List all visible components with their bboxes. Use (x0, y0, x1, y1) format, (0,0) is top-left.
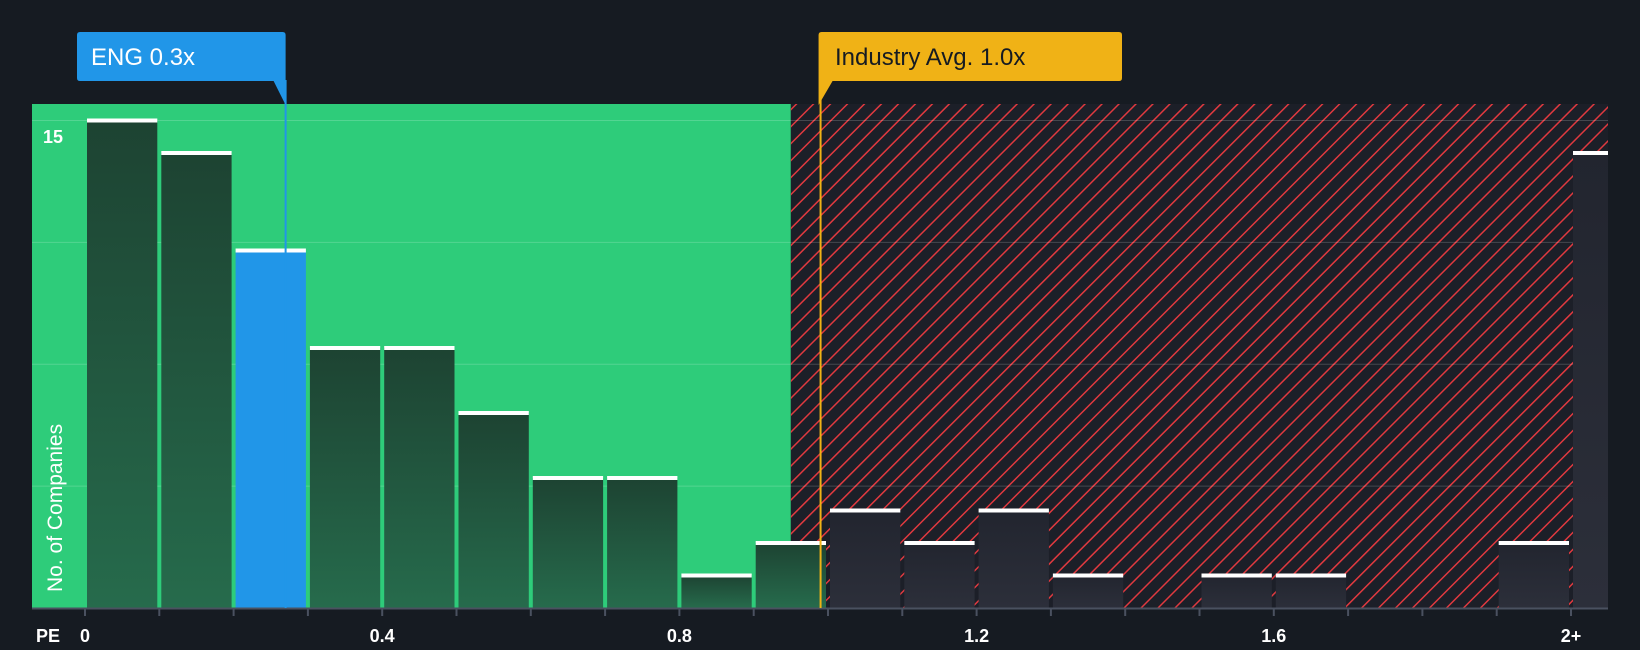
histogram-bar-top (1052, 573, 1124, 578)
histogram-bar-top (161, 151, 232, 155)
histogram-bar-top (904, 541, 975, 545)
company-callout-label: ENG 0.3x (91, 44, 195, 71)
y-axis-label: No. of Companies (44, 424, 67, 592)
histogram-bar (458, 413, 529, 608)
industry-callout-box (818, 32, 1122, 105)
x-tick-label: 0 (80, 626, 90, 646)
x-axis-label: PE (36, 626, 60, 646)
histogram-bar (904, 543, 975, 608)
company-callout-box (77, 32, 286, 105)
histogram-bar-top (87, 118, 158, 123)
industry-callout-label: Industry Avg. 1.0x (835, 44, 1025, 71)
histogram-bar-top (978, 508, 1049, 513)
histogram-bar-top (235, 248, 306, 253)
histogram-bar (1498, 543, 1569, 608)
histogram-bar (235, 250, 306, 608)
histogram-bar (978, 510, 1049, 608)
company-callout: ENG 0.3x (77, 32, 286, 105)
histogram-bar-top (681, 573, 752, 578)
histogram-bar (1201, 575, 1272, 608)
x-tick-label: 1.6 (1261, 626, 1286, 646)
x-tick-label: 0.4 (370, 626, 395, 646)
x-tick-label: 1.2 (964, 626, 989, 646)
histogram-bar (681, 575, 752, 608)
histogram-bar (161, 153, 232, 608)
x-tick-label: 0.8 (667, 626, 692, 646)
histogram-bar (1573, 153, 1608, 608)
histogram-bar (309, 348, 381, 608)
y-tick-label: 15 (43, 127, 63, 147)
histogram-bar (755, 543, 826, 608)
histogram-bar-top (830, 508, 901, 513)
histogram-bar (607, 478, 678, 608)
histogram-bar (1275, 575, 1347, 608)
histogram-bar-top (384, 346, 455, 350)
histogram-bar-top (458, 411, 529, 415)
bar-tops (87, 118, 1608, 578)
x-tick-label: 2+ (1561, 626, 1582, 646)
histogram-bar (830, 510, 901, 608)
histogram-bar (1052, 575, 1124, 608)
histogram-bar-top (607, 476, 678, 480)
histogram-bar (384, 348, 455, 608)
histogram-bar-top (1573, 151, 1608, 155)
histogram-bar-top (309, 346, 381, 350)
x-ticks: 0 0.4 0.8 1.2 1.6 2+ (80, 608, 1581, 646)
histogram-bar (87, 120, 158, 608)
histogram-bar-top (755, 541, 826, 545)
histogram-bar-top (1498, 541, 1569, 545)
industry-callout: Industry Avg. 1.0x (818, 32, 1122, 105)
bars (87, 120, 1608, 608)
histogram-bar-top (1275, 573, 1347, 578)
histogram-bar-top (1201, 573, 1272, 578)
red-zone-hatch (790, 104, 1608, 608)
histogram-bar (532, 478, 604, 608)
histogram-bar-top (532, 476, 604, 480)
